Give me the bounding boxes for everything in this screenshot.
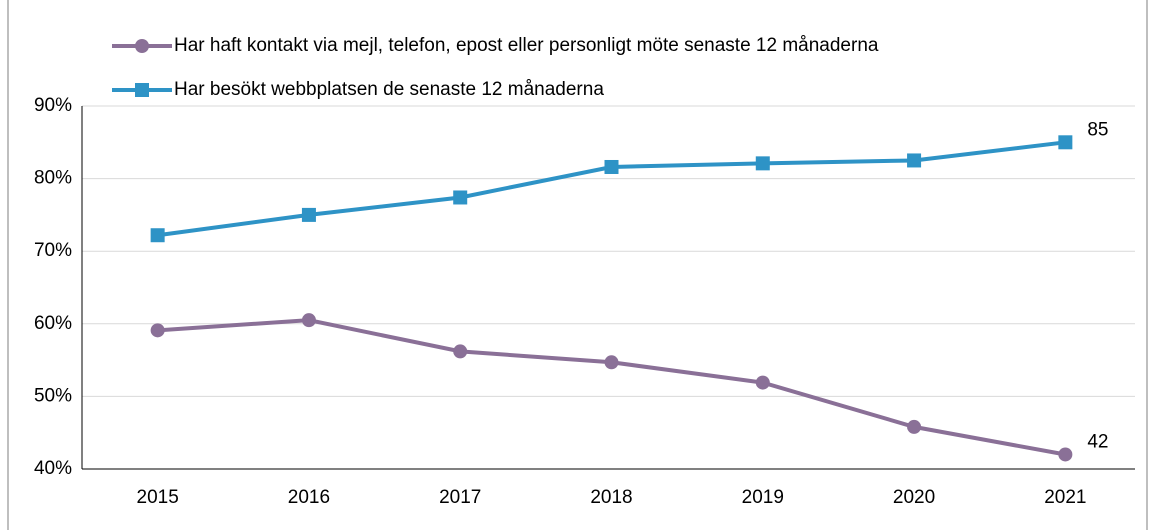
y-tick-label: 50% — [34, 385, 72, 406]
marker — [453, 344, 468, 359]
y-tick-label: 80% — [34, 168, 72, 189]
legend-label: Har besökt webbplatsen de senaste 12 mån… — [174, 79, 604, 100]
marker — [604, 355, 619, 370]
x-tick-label: 2020 — [893, 487, 935, 508]
y-tick-label: 40% — [34, 458, 72, 479]
marker — [907, 419, 922, 434]
y-tick-label: 70% — [34, 240, 72, 261]
x-tick-label: 2017 — [439, 487, 481, 508]
data-label: 42 — [1087, 431, 1108, 452]
legend-label: Har haft kontakt via mejl, telefon, epos… — [174, 35, 879, 56]
marker — [453, 190, 468, 205]
marker — [604, 159, 619, 174]
marker — [1058, 135, 1073, 150]
chart-frame — [7, 0, 1148, 530]
marker — [150, 323, 165, 338]
y-tick-label: 90% — [34, 95, 72, 116]
x-tick-label: 2015 — [137, 487, 179, 508]
legend-marker — [135, 83, 149, 97]
legend-marker — [135, 39, 149, 53]
marker — [907, 153, 922, 168]
marker — [301, 313, 316, 328]
marker — [1058, 447, 1073, 462]
data-label: 85 — [1087, 119, 1108, 140]
x-tick-label: 2019 — [742, 487, 784, 508]
marker — [755, 375, 770, 390]
marker — [755, 156, 770, 171]
marker — [301, 207, 316, 222]
x-tick-label: 2021 — [1044, 487, 1086, 508]
x-tick-label: 2018 — [590, 487, 632, 508]
x-tick-label: 2016 — [288, 487, 330, 508]
marker — [150, 228, 165, 243]
y-tick-label: 60% — [34, 313, 72, 334]
